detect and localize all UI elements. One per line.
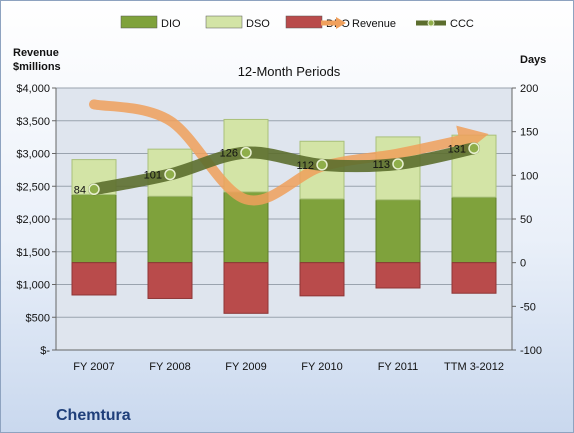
ccc-data-label: 101 [144,169,162,181]
ccc-data-label: 112 [296,160,314,172]
legend-swatch-marker [427,19,435,27]
revenue-line [89,99,489,206]
bar-dio [451,196,497,264]
ccc-data-label: 126 [220,148,238,160]
right-tick-label: -50 [520,301,536,313]
bar-dpo [147,262,193,299]
bar-dio [147,195,193,264]
left-tick-label: $2,000 [16,214,50,226]
ccc-data-label: 113 [372,159,390,171]
ccc-marker [392,158,404,170]
bar-dio [299,198,345,264]
legend-label: Revenue [352,18,396,30]
ccc-line [88,142,480,196]
right-tick-label: 200 [520,83,538,95]
right-tick-label: -100 [520,345,542,357]
x-tick-label: FY 2010 [301,361,342,373]
company-name: Chemtura [56,407,131,424]
x-tick-label: TTM 3-2012 [444,361,504,373]
right-tick-label: 100 [520,170,538,182]
ccc-marker [316,159,328,171]
bar-dpo [223,262,269,314]
right-tick-label: 50 [520,214,532,226]
legend-label: CCC [450,18,474,30]
legend-swatch [285,15,323,29]
legend-swatch-head [336,17,346,29]
left-tick-label: $4,000 [16,83,50,95]
ccc-data-label: 131 [448,143,466,155]
x-tick-label: FY 2007 [73,361,114,373]
left-tick-label: $- [40,345,50,357]
bar-dio [71,194,117,264]
legend-swatch [205,15,243,29]
bar-dio [375,199,421,264]
ccc-marker [164,168,176,181]
right-axis-title: Days [520,54,546,66]
left-tick-label: $3,500 [16,116,50,128]
right-tick-label: 150 [520,127,538,139]
legend-label: DSO [246,18,270,30]
ccc-marker [88,183,100,196]
left-tick-label: $2,500 [16,181,50,193]
legend-swatch [120,15,158,29]
bar-dpo [71,262,117,296]
left-axis-title-line1: Revenue [13,47,59,59]
bar-dpo [451,262,497,294]
left-tick-label: $500 [26,312,50,324]
left-tick-label: $1,500 [16,247,50,259]
x-tick-label: FY 2008 [149,361,190,373]
bar-dpo [375,262,421,289]
left-tick-label: $3,000 [16,149,50,161]
chart-title: 12-Month Periods [238,64,341,79]
ccc-marker [240,146,252,159]
x-tick-label: FY 2009 [225,361,266,373]
left-axis-title-line2: $millions [13,61,61,73]
ccc-data-label: 84 [74,184,86,196]
bar-dpo [299,262,345,297]
ccc-marker [468,142,480,155]
legend-label: DIO [161,18,181,30]
right-tick-label: 0 [520,258,526,270]
left-tick-label: $1,000 [16,280,50,292]
x-tick-label: FY 2011 [378,361,419,373]
